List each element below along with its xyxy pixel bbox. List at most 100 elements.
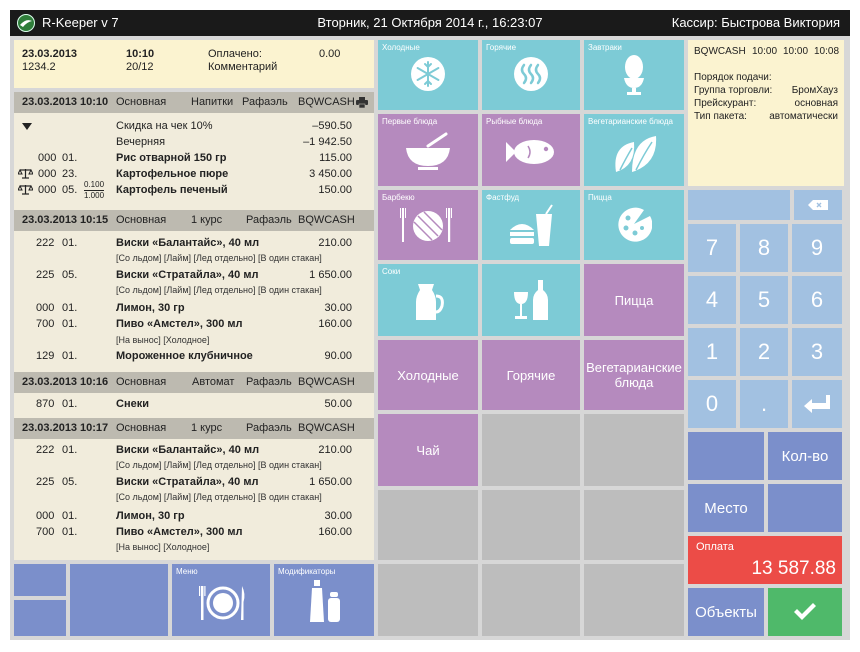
order-table: 20/12 [126, 61, 154, 73]
modifiers-button[interactable]: Модификаторы [274, 564, 374, 636]
section-header[interactable]: 23.03.2013 10:15 Основная 1 курс Рафаэль… [14, 210, 374, 231]
dish-tea[interactable]: Чай [378, 414, 478, 486]
category-cold[interactable]: Холодные [378, 40, 478, 110]
empty-slot[interactable] [584, 414, 684, 486]
info-label: Порядок подачи: [694, 72, 772, 83]
payment-button[interactable]: Оплата 13 587.88 [688, 536, 842, 584]
menu-button[interactable]: Меню [172, 564, 270, 636]
key-2[interactable]: 2 [740, 328, 788, 376]
quantity-input[interactable] [688, 190, 790, 220]
item-price: 115.00 [319, 152, 352, 164]
section-date: 23.03.2013 [22, 214, 78, 226]
collapse-triangle-icon[interactable] [22, 123, 32, 130]
section-header[interactable]: 23.03.2013 10:16 Основная Автомат Рафаэл… [14, 372, 374, 393]
category-hot[interactable]: Горячие [482, 40, 580, 110]
item-code: 000 [36, 510, 55, 522]
dish-pizza[interactable]: Пицца [584, 264, 684, 336]
key-4[interactable]: 4 [688, 276, 736, 324]
item-price: 50.00 [324, 398, 352, 410]
checkmark-icon [794, 603, 816, 620]
category-first-courses[interactable]: Первые блюда [378, 114, 478, 186]
order-list[interactable]: 23.03.2013 10:10 Основная Напитки Рафаэл… [14, 92, 374, 560]
confirm-button[interactable] [768, 588, 842, 636]
item-qty: 05. [62, 269, 78, 281]
category-pizza[interactable]: Пицца [584, 190, 684, 260]
order-date: 23.03.2013 [22, 48, 78, 60]
key-5[interactable]: 5 [740, 276, 788, 324]
objects-button[interactable]: Объекты [688, 588, 764, 636]
empty-slot[interactable] [482, 490, 580, 560]
function-button-2[interactable] [14, 600, 66, 636]
section-date: 23.03.2013 [22, 96, 78, 108]
printer-icon[interactable] [356, 97, 368, 108]
category-fastfood[interactable]: Фастфуд [482, 190, 580, 260]
section-header[interactable]: 23.03.2013 10:10 Основная Напитки Рафаэл… [14, 92, 374, 113]
function-button-3[interactable] [70, 564, 168, 636]
function-key-blank[interactable] [768, 484, 842, 532]
category-drinks[interactable] [482, 264, 580, 336]
item-name: Виски «Стратайла», 40 мл [116, 476, 259, 488]
key-3[interactable]: 3 [792, 328, 842, 376]
item-name: Лимон, 30 гр [116, 510, 185, 522]
cashier-name: Кассир: Быстрова Виктория [671, 15, 840, 30]
info-time: 10:00 [752, 46, 778, 57]
dish-label: Горячие [506, 367, 556, 383]
dish-vegetarian[interactable]: Вегетарианские блюда [584, 340, 684, 410]
category-fish[interactable]: Рыбные блюда [482, 114, 580, 186]
item-modifiers: [Со льдом] [Лайм] [Лед отдельно] [В один… [116, 460, 322, 470]
key-7[interactable]: 7 [688, 224, 736, 272]
section-waiter: Рафаэль [246, 422, 292, 434]
item-code: 000 [36, 302, 55, 314]
paid-value: 0.00 [319, 48, 341, 60]
category-breakfast[interactable]: Завтраки [584, 40, 684, 110]
section-waiter: Рафаэль [246, 376, 292, 388]
category-label: Холодные [382, 43, 420, 52]
empty-slot[interactable] [378, 564, 478, 636]
quantity-button[interactable]: Кол-во [768, 432, 842, 480]
category-label: Горячие [486, 43, 517, 52]
section-header[interactable]: 23.03.2013 10:17 Основная 1 курс Рафаэль… [14, 418, 374, 439]
item-name: Картофель печеный [116, 184, 228, 196]
dish-hot[interactable]: Горячие [482, 340, 580, 410]
backspace-button[interactable] [794, 190, 842, 220]
empty-slot[interactable] [584, 564, 684, 636]
order-number: 1234.2 [22, 61, 56, 73]
key-0[interactable]: 0 [688, 380, 736, 428]
scales-icon [18, 168, 33, 179]
item-code: 700 [36, 318, 55, 330]
empty-slot[interactable] [482, 414, 580, 486]
category-barbecue[interactable]: Барбекю [378, 190, 478, 260]
category-label: Фастфуд [486, 193, 520, 202]
info-value: БромХауз [791, 85, 838, 96]
place-button[interactable]: Место [688, 484, 764, 532]
key-9[interactable]: 9 [792, 224, 842, 272]
key-6[interactable]: 6 [792, 276, 842, 324]
dish-label: Чай [416, 442, 440, 458]
category-vegetarian[interactable]: Вегетарианские блюда [584, 114, 684, 186]
comment-label: Комментарий [208, 61, 278, 73]
item-price: 1 650.00 [309, 269, 352, 281]
section-date: 23.03.2013 [22, 422, 78, 434]
function-key-blank[interactable] [688, 432, 764, 480]
empty-slot[interactable] [482, 564, 580, 636]
info-panel: BQWCASH 10:00 10:00 10:08 Порядок подачи… [688, 40, 844, 186]
leaves-icon [615, 136, 657, 172]
function-button-1[interactable] [14, 564, 66, 596]
enter-button[interactable] [792, 380, 842, 428]
section-time: 10:16 [80, 376, 109, 388]
key-8[interactable]: 8 [740, 224, 788, 272]
item-price: 150.00 [318, 184, 352, 196]
info-station: BQWCASH [694, 46, 746, 57]
dish-cold[interactable]: Холодные [378, 340, 478, 410]
empty-slot[interactable] [378, 490, 478, 560]
key-1[interactable]: 1 [688, 328, 736, 376]
key-decimal[interactable]: . [740, 380, 788, 428]
category-juices[interactable]: Соки [378, 264, 478, 336]
plate-cutlery-icon [199, 586, 245, 620]
discount-name: Вечерняя [116, 136, 166, 148]
section-type: Основная [116, 96, 167, 108]
burger-drink-icon [510, 204, 553, 246]
info-value: основная [794, 98, 838, 109]
item-qty: 01. [62, 510, 78, 522]
empty-slot[interactable] [584, 490, 684, 560]
